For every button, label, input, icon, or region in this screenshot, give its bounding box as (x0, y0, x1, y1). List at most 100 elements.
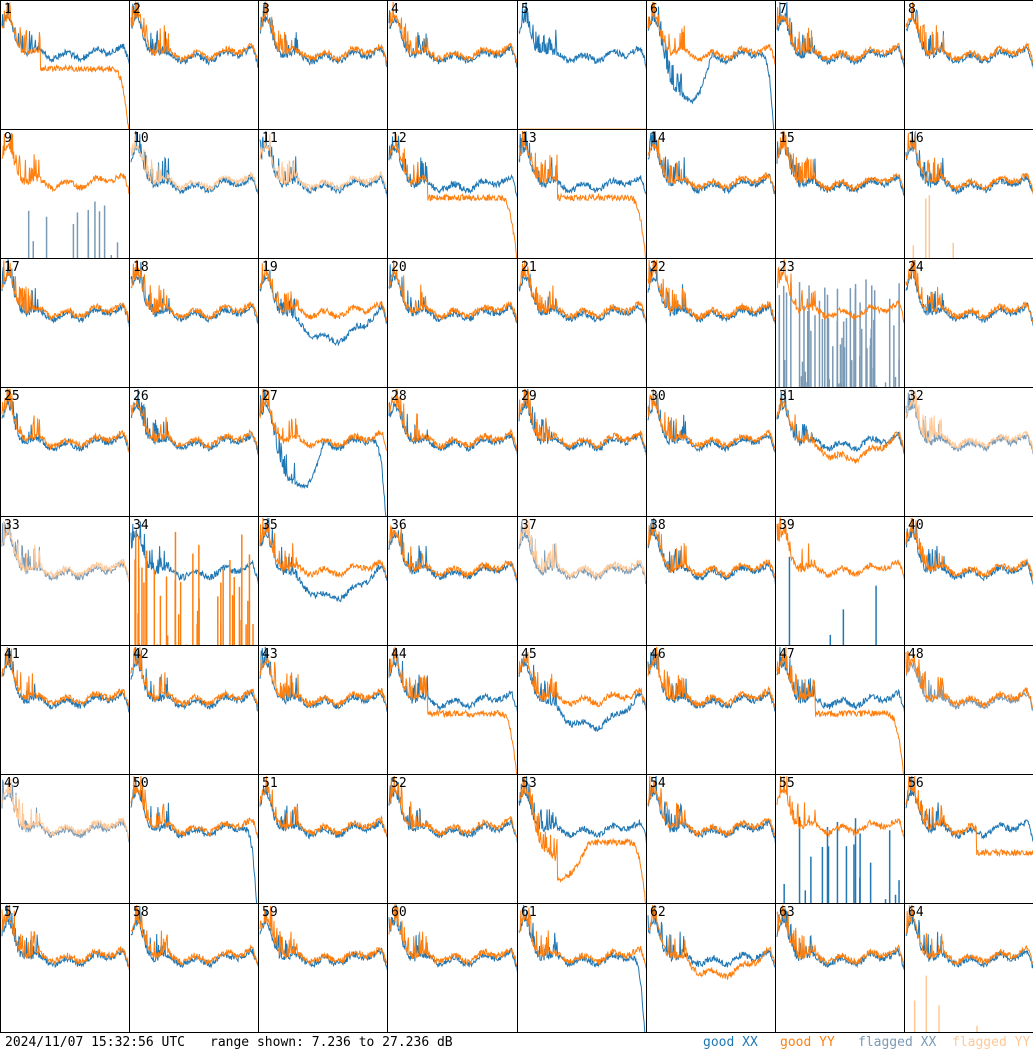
panel-1-xx-line (1, 4, 129, 65)
panel-48-plot (905, 650, 1033, 712)
panel-11: 11 (258, 129, 388, 259)
panel-41-plot (1, 646, 129, 713)
panel-40: 40 (904, 516, 1033, 646)
panel-number: 8 (908, 2, 916, 17)
panel-43: 43 (258, 645, 388, 775)
panel-28-plot (388, 388, 517, 456)
panel-number: 6 (650, 2, 658, 17)
panel-36-plot (388, 525, 517, 584)
panel-15: 15 (775, 129, 905, 259)
panel-number: 53 (521, 776, 537, 791)
panel-35-xx-line (259, 517, 387, 603)
panel-62-plot (647, 904, 775, 980)
panel-10-yy-line (130, 134, 258, 194)
panel-15-plot (776, 130, 904, 197)
panel-53-plot (518, 775, 646, 903)
panel-1-plot (1, 1, 129, 129)
panel-31-yy-line (776, 398, 904, 464)
panel-number: 14 (650, 131, 666, 146)
panel-43-plot (259, 646, 387, 713)
panel-7: 7 (775, 0, 905, 130)
panel-7-plot (776, 1, 904, 69)
panel-64-yy-line (905, 904, 1033, 966)
panel-55-plot (776, 775, 904, 903)
panel-20-plot (388, 259, 517, 325)
panel-22-yy-line (647, 259, 775, 324)
panel-23-yy-line (776, 259, 904, 323)
panel-45-xx-line (518, 658, 646, 732)
range-label: range shown: 7.236 to 27.236 dB (210, 1035, 453, 1050)
panel-42-plot (130, 646, 258, 713)
panel-21: 21 (517, 258, 647, 388)
panel-63-plot (776, 904, 904, 970)
panel-32: 32 (904, 387, 1033, 517)
panel-38-xx-line (647, 517, 775, 585)
panel-37-yy-line (518, 517, 646, 582)
panel-45-plot (518, 651, 646, 732)
panel-25-plot (1, 388, 129, 454)
panel-number: 40 (908, 518, 924, 533)
panel-19-yy-line (259, 259, 387, 322)
panel-number: 28 (391, 389, 407, 404)
panel-number: 20 (391, 260, 407, 275)
panel-34-xx-line (130, 521, 258, 585)
panel-number: 27 (262, 389, 278, 404)
panel-number: 62 (650, 905, 666, 920)
panel-3-plot (259, 1, 387, 68)
panel-38-plot (647, 517, 775, 585)
panel-34-plot (130, 521, 258, 645)
panel-23: 23 (775, 258, 905, 388)
panel-20-xx-line (388, 264, 517, 325)
panel-19-plot (259, 259, 387, 347)
panel-1-yy-line (1, 1, 129, 129)
panel-number: 16 (908, 131, 924, 146)
panel-17-yy-line (1, 260, 129, 322)
panel-17: 17 (0, 258, 130, 388)
panel-number: 11 (262, 131, 278, 146)
panel-60: 60 (387, 903, 518, 1033)
panel-24: 24 (904, 258, 1033, 388)
panel-number: 3 (262, 2, 270, 17)
panel-1: 1 (0, 0, 130, 130)
panel-58-xx-line (130, 905, 258, 969)
panel-27-plot (259, 388, 387, 516)
panel-45-yy-line (518, 651, 646, 712)
panel-3: 3 (258, 0, 388, 130)
panel-24-plot (905, 259, 1033, 327)
panel-57-plot (1, 904, 129, 971)
panel-20-yy-line (388, 259, 517, 324)
panel-44-yy-line (388, 646, 517, 774)
panel-number: 31 (779, 389, 795, 404)
panel-4-plot (388, 1, 517, 69)
panel-number: 34 (133, 518, 149, 533)
panel-number: 50 (133, 776, 149, 791)
panel-17-plot (1, 259, 129, 328)
panel-10-plot (130, 130, 258, 195)
panel-12: 12 (387, 129, 518, 259)
panel-47-yy-line (776, 646, 904, 774)
panel-59-yy-line (259, 905, 387, 967)
panel-14-xx-line (647, 130, 775, 195)
panel-number: 24 (908, 260, 924, 275)
panel-9-yy-line (1, 132, 129, 194)
panel-3-yy-line (259, 1, 387, 67)
panel-33-yy-line (1, 519, 129, 581)
panel-2-xx-line (130, 1, 258, 68)
panel-50-xx-line (130, 778, 258, 903)
panel-number: 57 (4, 905, 20, 920)
panel-number: 23 (779, 260, 795, 275)
panel-7-xx-line (776, 1, 904, 69)
panel-47-xx-line (776, 646, 904, 713)
panel-36-xx-line (388, 530, 517, 584)
panel-37-plot (518, 517, 646, 584)
panel-60-plot (388, 904, 517, 973)
panel-33-plot (1, 519, 129, 584)
panel-6: 6 (646, 0, 776, 130)
panel-60-yy-line (388, 904, 517, 967)
panel-36: 36 (387, 516, 518, 646)
panel-19: 19 (258, 258, 388, 388)
legend-flagged-xx: flagged XX (858, 1035, 937, 1050)
panel-31-plot (776, 388, 904, 464)
panel-number: 63 (779, 905, 795, 920)
panel-number: 10 (133, 131, 149, 146)
